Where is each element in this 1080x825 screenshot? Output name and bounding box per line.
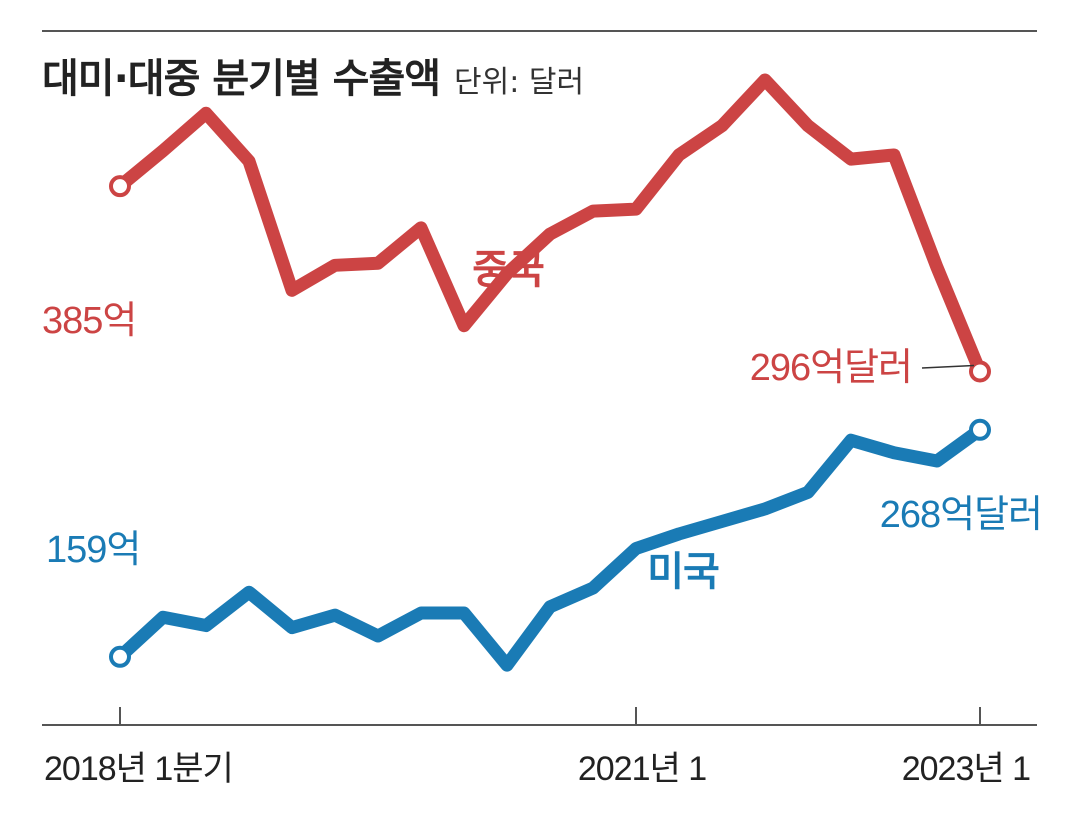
series-name-us: 미국 <box>647 550 719 594</box>
start-label-china: 385억 <box>42 300 136 342</box>
end-label-us: 268억달러 <box>880 494 1042 536</box>
leader-line-china <box>921 364 975 369</box>
unit-label: 단위: 달러 <box>454 65 585 100</box>
x-tick-label: 2018년 1분기 <box>44 750 233 788</box>
x-tick-label: 2023년 1 <box>902 750 1030 788</box>
series-line-china <box>113 73 987 379</box>
x-tick-label: 2021년 1 <box>578 750 706 788</box>
title-row: 대미·대중 분기별 수출액 단위: 달러 <box>42 46 584 104</box>
end-label-china: 296억달러 <box>750 347 912 389</box>
series-line-us <box>113 423 987 672</box>
start-marker-us <box>109 645 131 668</box>
start-marker-china <box>109 175 131 198</box>
series-name-china: 중국 <box>472 248 544 292</box>
chart-title: 대미·대중 분기별 수출액 <box>42 56 441 102</box>
end-marker-us <box>969 418 991 441</box>
start-label-us: 159억 <box>46 529 140 571</box>
end-marker-china <box>969 360 991 383</box>
top-rule <box>42 30 1037 32</box>
